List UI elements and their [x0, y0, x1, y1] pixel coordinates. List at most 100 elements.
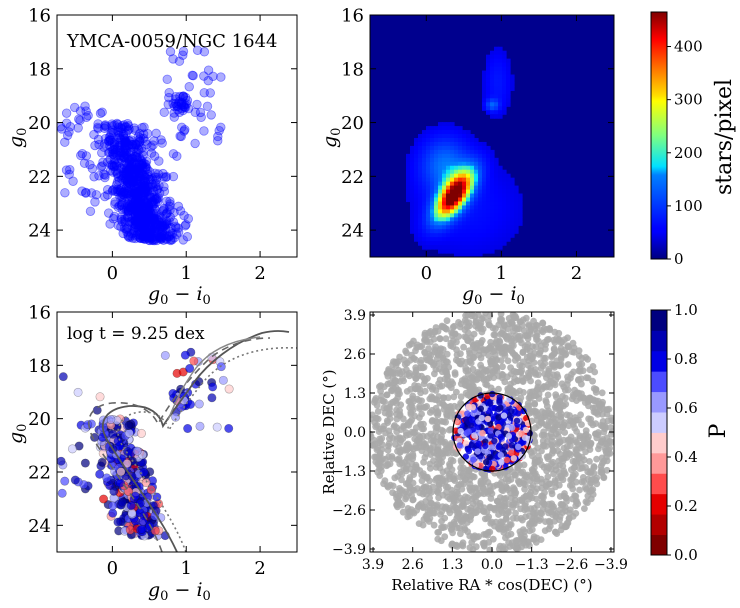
cmd-point	[136, 184, 147, 195]
density-cell	[498, 50, 503, 56]
cmd-point	[130, 210, 141, 221]
density-cell	[494, 94, 499, 99]
cmd-point	[125, 156, 135, 166]
density-cell	[438, 217, 443, 222]
density-cell	[450, 245, 455, 250]
cmd-point	[99, 139, 110, 149]
density-cell	[510, 201, 515, 207]
field-star	[458, 458, 465, 466]
cmd-point	[133, 182, 144, 192]
cmd-point	[178, 50, 188, 60]
field-star	[569, 495, 576, 503]
field-star	[430, 360, 438, 368]
cmd-point	[125, 167, 135, 177]
cmd-point	[129, 203, 140, 213]
cmd-point	[133, 225, 143, 235]
density-cell	[414, 213, 419, 218]
cmd-point	[149, 214, 159, 224]
cmd-point	[149, 214, 159, 224]
field-star	[498, 316, 506, 323]
cmd-point	[199, 71, 209, 81]
cmd-point	[151, 220, 161, 230]
density-cell	[438, 209, 443, 214]
density-cell	[422, 201, 427, 207]
cmd-point	[132, 207, 142, 217]
field-star	[443, 368, 450, 376]
field-star	[374, 415, 382, 423]
density-cell	[450, 233, 455, 238]
field-star	[425, 356, 432, 364]
density-cell	[462, 145, 467, 151]
density-cell	[498, 62, 503, 68]
density-cell	[518, 217, 523, 222]
cmd-point	[159, 203, 169, 214]
cmd-point	[180, 92, 191, 103]
field-star	[587, 439, 595, 447]
field-star	[409, 496, 417, 503]
cmd-point	[151, 208, 161, 219]
density-cell	[438, 149, 443, 155]
density-cell	[510, 181, 515, 187]
field-star	[545, 453, 553, 460]
density-cell	[502, 94, 507, 99]
cmd-point	[152, 235, 162, 246]
density-cell	[482, 145, 487, 151]
cmd-point	[127, 170, 138, 181]
cmd-point	[134, 213, 144, 223]
density-cell	[426, 177, 431, 183]
density-cell	[510, 74, 515, 80]
cmd-point	[131, 215, 141, 226]
cmd-point	[107, 161, 118, 171]
density-cell	[446, 161, 451, 167]
cmd-point	[122, 222, 133, 233]
cmd-point	[142, 203, 152, 213]
cmd-point	[154, 188, 165, 198]
cmd-point	[169, 207, 179, 218]
cmd-point	[126, 163, 137, 173]
density-cell	[502, 70, 507, 76]
density-cell	[434, 134, 439, 139]
field-star	[393, 501, 400, 509]
density-cell	[418, 237, 423, 242]
field-star	[451, 477, 459, 484]
cmd-point	[180, 103, 190, 113]
cmd-point	[144, 190, 155, 201]
cmd-point	[129, 203, 140, 214]
density-cell	[434, 130, 439, 135]
cmd-point	[127, 139, 138, 150]
field-star	[563, 411, 571, 419]
field-star	[505, 539, 512, 547]
field-star	[424, 473, 431, 481]
density-cell	[458, 161, 463, 167]
density-colorbar	[650, 11, 668, 260]
density-cell	[474, 249, 479, 254]
density-cell	[518, 201, 523, 207]
density-cell	[466, 161, 471, 167]
density-cell	[418, 193, 423, 199]
density-cell	[474, 145, 479, 151]
density-cell	[478, 169, 483, 175]
field-star	[538, 498, 546, 506]
density-cell	[458, 157, 463, 163]
field-star	[462, 364, 470, 372]
cmd-point	[139, 212, 149, 222]
field-star	[452, 356, 460, 364]
density-cell	[498, 189, 503, 195]
cmd-point	[131, 210, 141, 220]
density-cell	[434, 153, 439, 159]
cmd-point	[130, 209, 141, 219]
density-cell	[502, 82, 507, 88]
cmd-point	[126, 216, 137, 227]
density-cell	[442, 153, 447, 159]
density-cell	[426, 197, 431, 203]
cmd-point	[114, 142, 124, 152]
cmd-point	[127, 195, 138, 205]
cmd-point	[140, 234, 151, 244]
density-cell	[470, 221, 475, 226]
cmd-point	[199, 88, 209, 98]
density-cell	[422, 161, 427, 167]
density-cell	[482, 225, 487, 230]
density-cell	[506, 94, 511, 99]
cmd-point	[126, 157, 137, 168]
y-tick-label: 16	[28, 302, 51, 323]
